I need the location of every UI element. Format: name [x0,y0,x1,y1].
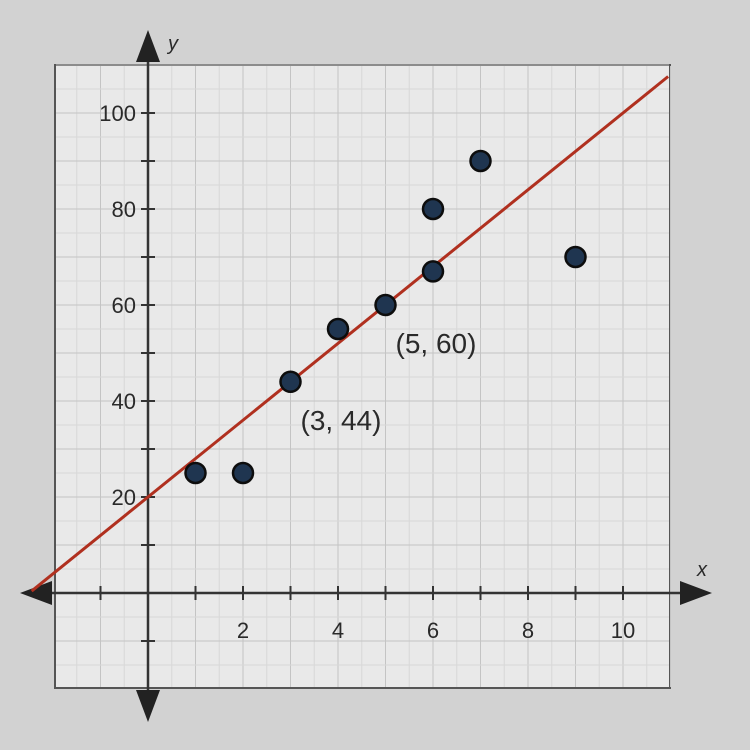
annotations: (3, 44) (5, 60) [301,328,477,436]
x-tick-label: 6 [427,618,439,643]
trend-line [30,75,670,593]
axes [20,30,712,722]
x-axis-right-arrow [680,581,712,605]
data-point [326,317,350,341]
x-tick-label: 4 [332,618,344,643]
y-tick-label: 80 [112,197,136,222]
data-point [231,461,255,485]
x-axis-label: x [696,559,708,581]
point-annotation: (5, 60) [396,328,477,359]
x-tick-label: 10 [611,618,635,643]
x-tick-label: 8 [522,618,534,643]
data-point [421,197,445,221]
y-tick-label: 20 [112,485,136,510]
data-point [374,293,397,317]
y-tick-label: 40 [112,389,136,414]
ticks: 2 4 6 8 10 20 40 60 80 100 [99,101,635,643]
y-axis-top-arrow [136,30,160,62]
data-point [564,245,587,269]
data-point [184,461,207,485]
y-tick-label: 100 [99,101,136,126]
trend-line-group [30,75,670,593]
data-point [421,260,445,283]
point-annotation: (3, 44) [301,405,382,436]
data-point [279,370,302,394]
x-axis-left-arrow [20,581,52,605]
y-axis-bottom-arrow [136,690,160,722]
y-tick-label: 60 [112,293,136,318]
points [184,149,587,485]
y-axis-label: y [166,33,179,55]
x-tick-label: 2 [237,618,249,643]
data-point [469,149,492,173]
